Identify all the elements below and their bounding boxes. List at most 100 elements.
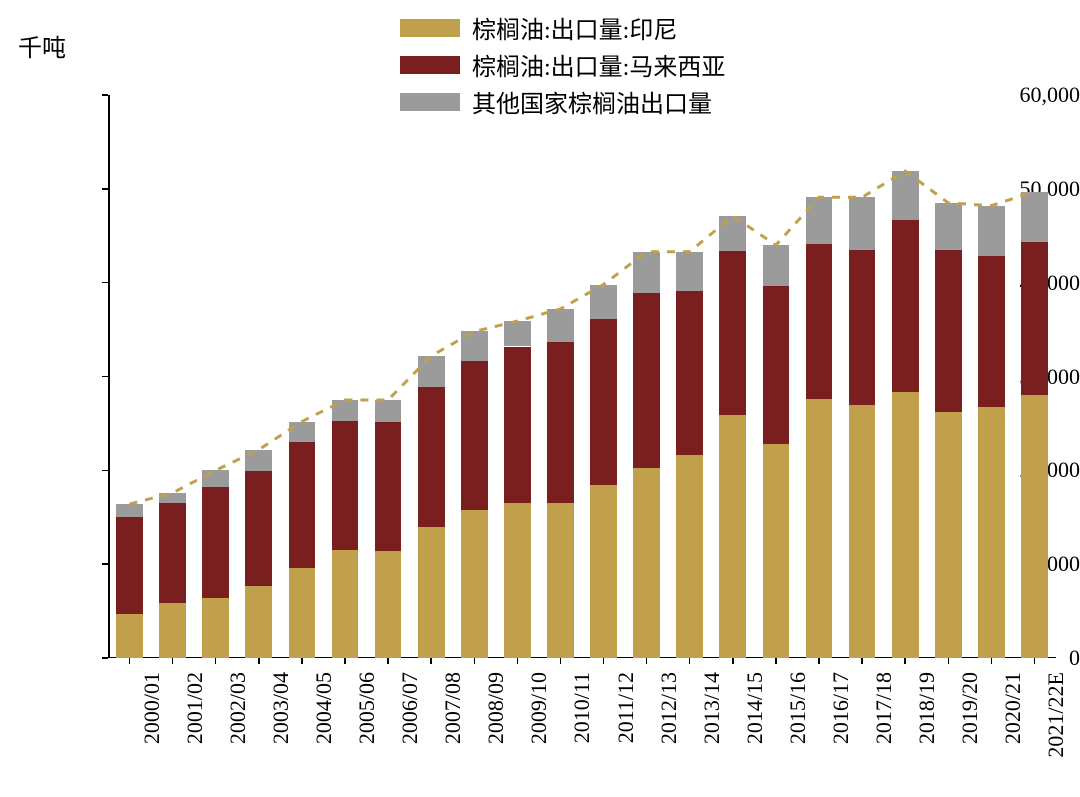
bar-segment	[719, 216, 746, 251]
x-tick-label: 2006/07	[397, 672, 423, 744]
x-tick-mark	[732, 658, 734, 664]
x-tick-label: 2003/04	[268, 672, 294, 744]
x-tick-mark	[603, 658, 605, 664]
bar-segment	[892, 171, 919, 220]
legend-swatch	[400, 56, 460, 74]
bar-segment	[159, 493, 186, 503]
bar-group	[676, 95, 703, 658]
bar-segment	[849, 405, 876, 658]
x-tick-mark	[689, 658, 691, 664]
bar-segment	[935, 203, 962, 250]
bar-segment	[202, 487, 229, 598]
bar-group	[978, 95, 1005, 658]
bar-segment	[504, 503, 531, 658]
bar-segment	[633, 468, 660, 658]
x-tick-mark	[474, 658, 476, 664]
bar-segment	[504, 321, 531, 346]
bar-group	[116, 95, 143, 658]
bar-group	[245, 95, 272, 658]
x-tick-label: 2020/21	[1000, 672, 1026, 744]
bar-segment	[935, 412, 962, 658]
bar-segment	[375, 551, 402, 658]
bar-segment	[547, 309, 574, 342]
x-tick-mark	[430, 658, 432, 664]
bar-group	[461, 95, 488, 658]
bar-group	[806, 95, 833, 658]
bar-segment	[1021, 192, 1048, 243]
bar-segment	[116, 517, 143, 614]
bar-segment	[633, 252, 660, 293]
bar-group	[289, 95, 316, 658]
x-tick-label: 2002/03	[225, 672, 251, 744]
x-tick-label: 2014/15	[742, 672, 768, 744]
bar-segment	[590, 319, 617, 485]
bar-group	[763, 95, 790, 658]
bar-segment	[719, 415, 746, 658]
bar-segment	[461, 331, 488, 360]
legend-item: 棕榈油:出口量:印尼	[400, 10, 725, 45]
x-tick-mark	[301, 658, 303, 664]
x-tick-label: 2017/18	[871, 672, 897, 744]
x-tick-label: 2019/20	[957, 672, 983, 744]
x-tick-mark	[861, 658, 863, 664]
bar-segment	[289, 442, 316, 568]
bar-segment	[418, 387, 445, 527]
bar-segment	[978, 407, 1005, 658]
x-tick-mark	[775, 658, 777, 664]
x-tick-label: 2021/22E	[1043, 672, 1069, 758]
bar-segment	[202, 598, 229, 658]
x-tick-mark	[258, 658, 260, 664]
bar-segment	[245, 586, 272, 658]
plot-area	[108, 95, 1056, 658]
bar-group	[332, 95, 359, 658]
bar-segment	[332, 550, 359, 658]
bar-group	[849, 95, 876, 658]
bar-segment	[245, 450, 272, 472]
x-tick-label: 2007/08	[440, 672, 466, 744]
bar-segment	[849, 250, 876, 405]
x-tick-mark	[387, 658, 389, 664]
bar-segment	[547, 342, 574, 503]
x-tick-label: 2012/13	[656, 672, 682, 744]
bar-group	[633, 95, 660, 658]
bar-segment	[116, 614, 143, 658]
bar-group	[418, 95, 445, 658]
x-tick-label: 2009/10	[526, 672, 552, 744]
bar-segment	[590, 285, 617, 320]
x-tick-label: 2008/09	[483, 672, 509, 744]
x-tick-mark	[215, 658, 217, 664]
bar-segment	[935, 250, 962, 412]
bar-segment	[418, 356, 445, 387]
bar-segment	[590, 485, 617, 658]
bar-segment	[332, 400, 359, 421]
bar-segment	[375, 422, 402, 551]
chart-container: 千吨 010,00020,00030,00040,00050,00060,000…	[0, 0, 1080, 797]
bar-group	[892, 95, 919, 658]
x-tick-label: 2018/19	[914, 672, 940, 744]
bar-segment	[676, 455, 703, 658]
x-tick-label: 2000/01	[139, 672, 165, 744]
bar-segment	[461, 361, 488, 510]
bar-group	[719, 95, 746, 658]
bar-segment	[159, 603, 186, 658]
bar-segment	[332, 421, 359, 550]
bar-segment	[245, 471, 272, 585]
bar-segment	[719, 251, 746, 415]
bar-segment	[418, 527, 445, 658]
x-tick-label: 2013/14	[699, 672, 725, 744]
bar-segment	[461, 510, 488, 658]
x-tick-label: 2001/02	[182, 672, 208, 744]
bar-group	[375, 95, 402, 658]
bar-segment	[892, 392, 919, 658]
x-tick-mark	[904, 658, 906, 664]
x-tick-mark	[1034, 658, 1036, 664]
x-tick-label: 2011/12	[613, 672, 639, 743]
y-axis-line	[108, 95, 110, 658]
bar-group	[547, 95, 574, 658]
bar-segment	[159, 503, 186, 602]
x-tick-label: 2015/16	[785, 672, 811, 744]
bar-group	[202, 95, 229, 658]
bar-segment	[1021, 242, 1048, 395]
x-tick-mark	[818, 658, 820, 664]
x-tick-mark	[991, 658, 993, 664]
